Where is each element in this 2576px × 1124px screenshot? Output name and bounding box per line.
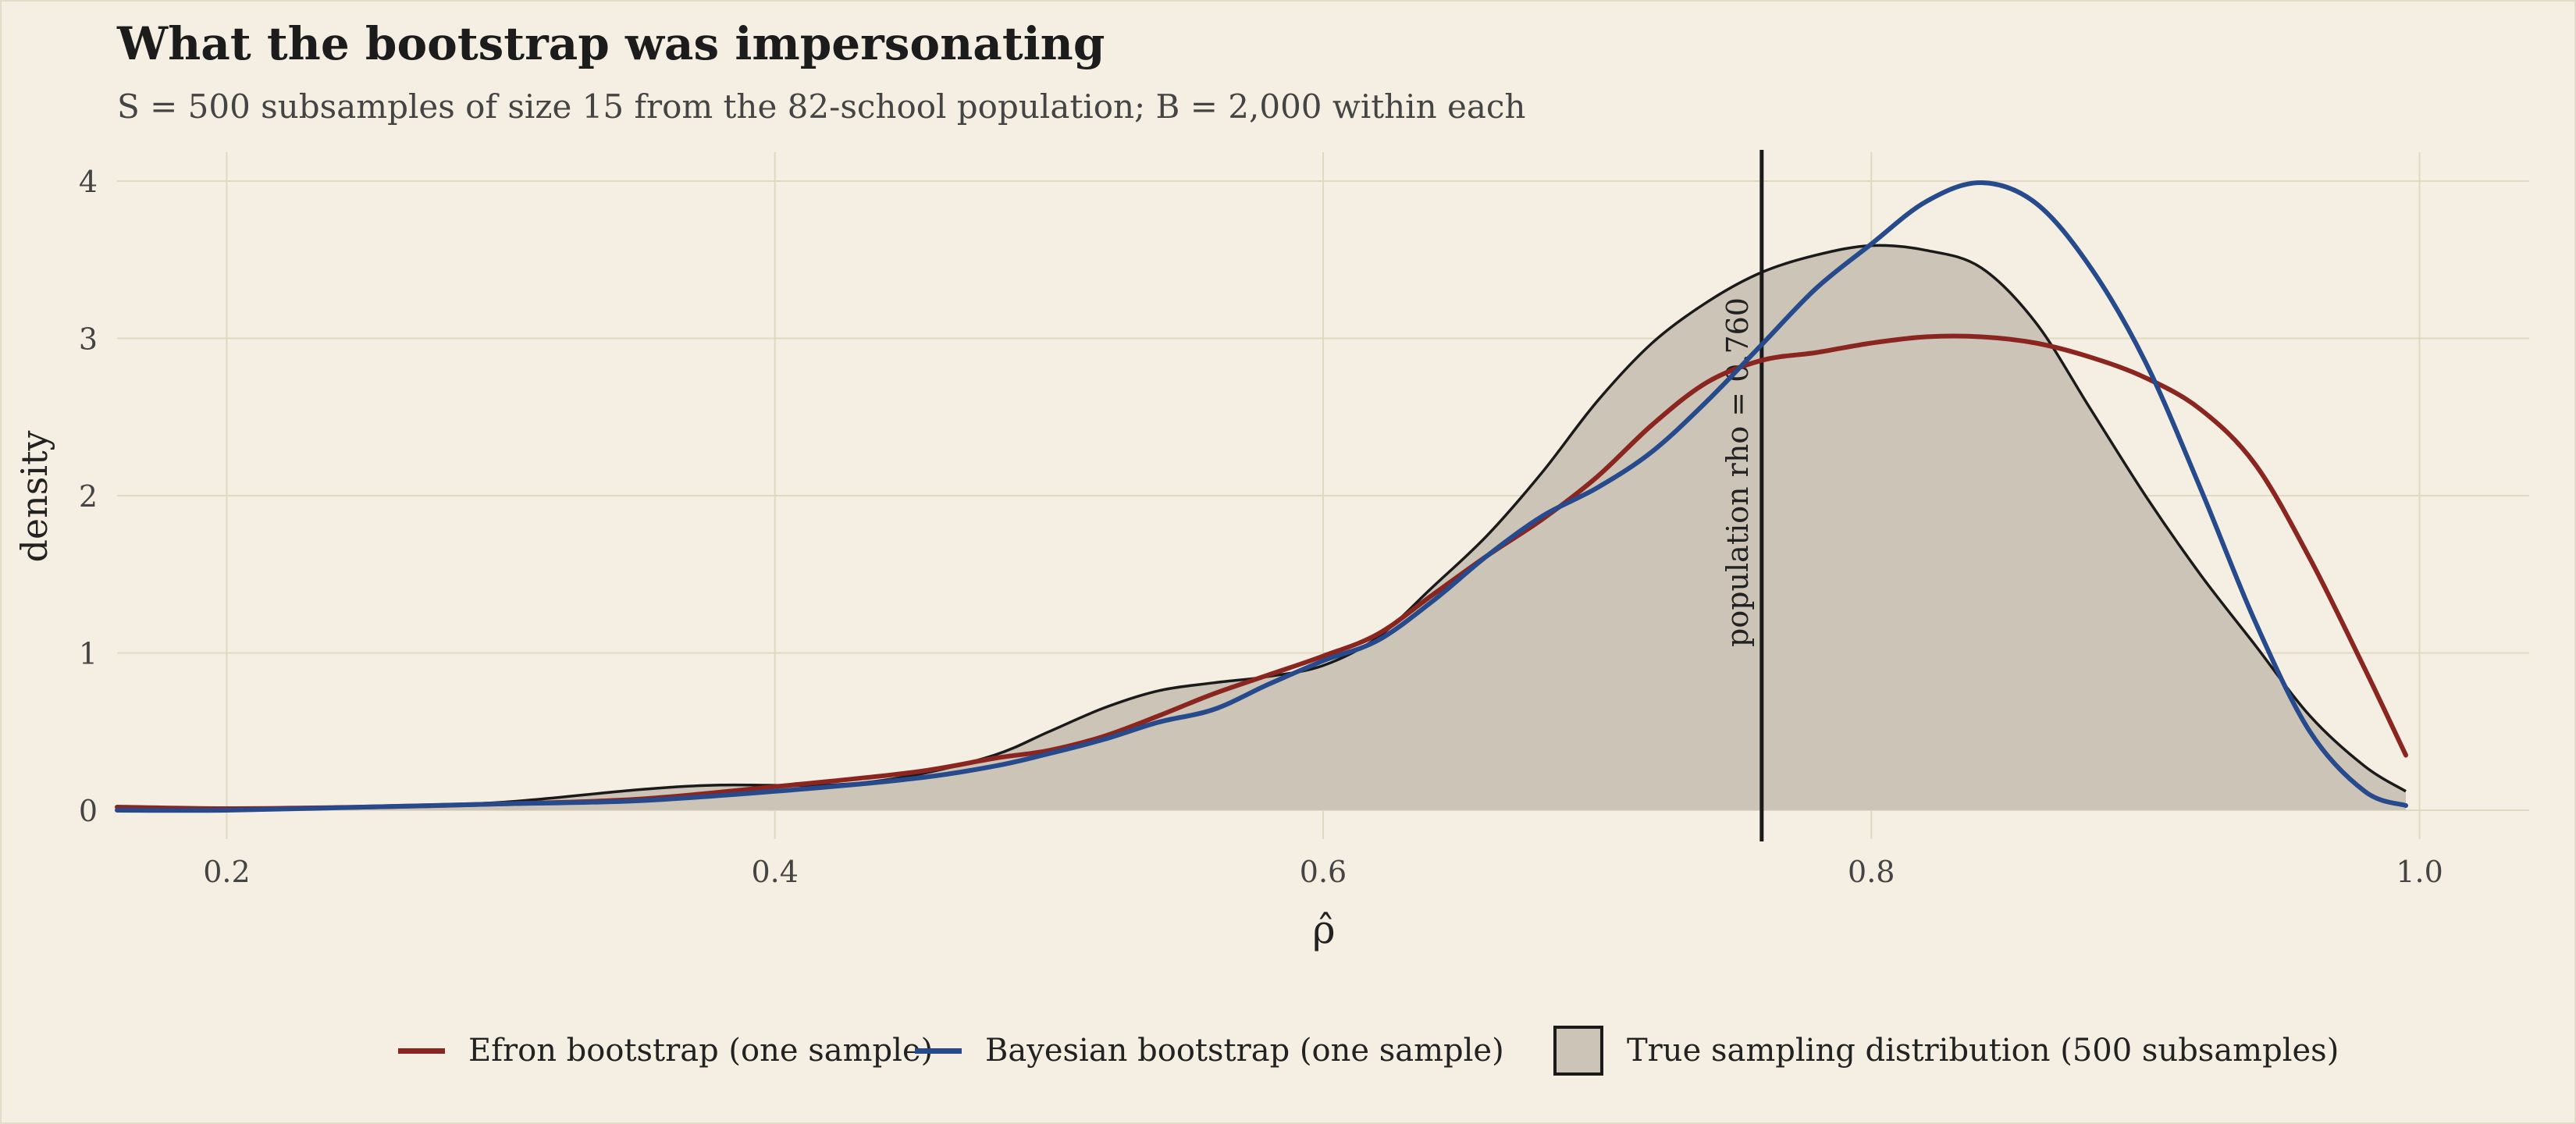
x-tick-label: 1.0 (2396, 855, 2443, 889)
x-tick-label: 0.8 (1848, 855, 1895, 889)
legend: Efron bootstrap (one sample) Bayesian bo… (0, 1015, 2576, 1087)
y-tick-label: 0 (79, 794, 98, 828)
y-tick-label: 4 (79, 165, 98, 199)
bootstrap-lines-layer (115, 180, 2408, 813)
legend-label-efron: Efron bootstrap (one sample) (468, 1033, 934, 1069)
y-tick-label: 1 (79, 637, 98, 671)
chart-title: What the bootstrap was impersonating (117, 17, 1105, 70)
true-distribution-outline (116, 244, 2407, 810)
bayesian-bootstrap-line (115, 180, 2408, 813)
true-distribution-layer (116, 244, 2407, 810)
y-axis-label: density (13, 430, 55, 562)
chart-subtitle: S = 500 subsamples of size 15 from the 8… (117, 87, 1526, 126)
legend-label-true-distribution: True sampling distribution (500 subsampl… (1627, 1033, 2339, 1069)
y-tick-label: 3 (79, 322, 98, 357)
legend-swatch-true-distribution (1553, 1026, 1603, 1076)
x-tick-label: 0.4 (752, 855, 799, 889)
population-rho-label: population rho = 0.760 (1720, 297, 1755, 647)
axis-ticks: 0.2 0.4 0.6 0.8 1.0 0 1 2 3 4 (79, 165, 2443, 889)
x-axis-label: ρ̂ (1312, 907, 1335, 952)
y-tick-label: 2 (79, 479, 98, 514)
true-distribution-area (117, 245, 2406, 810)
legend-item-bayesian: Bayesian bootstrap (one sample) (915, 1015, 1504, 1087)
legend-swatch-bayesian (915, 1048, 962, 1054)
legend-label-bayesian: Bayesian bootstrap (one sample) (985, 1033, 1504, 1069)
legend-item-true-distribution: True sampling distribution (500 subsampl… (1553, 1015, 2339, 1087)
x-tick-label: 0.6 (1300, 855, 1347, 889)
legend-swatch-efron (398, 1048, 445, 1054)
x-tick-label: 0.2 (203, 855, 250, 889)
legend-item-efron: Efron bootstrap (one sample) (398, 1015, 933, 1087)
density-chart: population rho = 0.760 0.2 0.4 0.6 0.8 1.0 0 1… (13, 150, 2529, 952)
